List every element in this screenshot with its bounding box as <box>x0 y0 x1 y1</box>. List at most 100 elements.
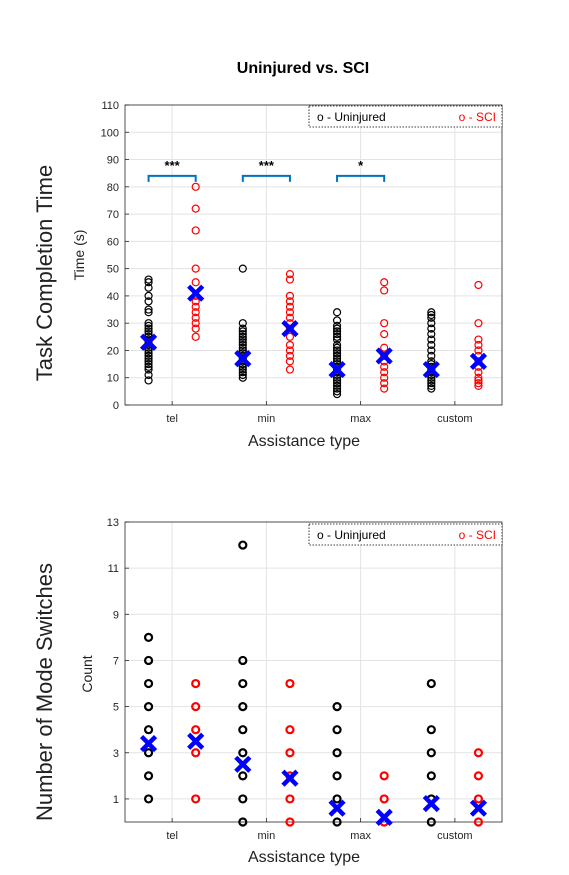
data-point-uninjured <box>332 373 342 382</box>
data-point-sci <box>474 335 483 344</box>
data-point-uninjured <box>426 725 436 735</box>
data-point-uninjured <box>332 332 342 341</box>
y-tick-label: 7 <box>113 655 119 667</box>
data-point-uninjured <box>332 725 342 735</box>
data-point-sci <box>380 329 389 339</box>
data-point-sci <box>474 368 483 377</box>
data-point-uninjured <box>144 365 153 374</box>
y-tick-label: 110 <box>101 100 119 112</box>
data-point-uninjured <box>427 313 436 322</box>
mean-marker-uninjured <box>328 799 346 817</box>
data-point-uninjured <box>238 264 247 273</box>
data-point-uninjured <box>144 308 153 317</box>
data-point-uninjured <box>144 362 153 371</box>
data-point-sci <box>191 226 200 235</box>
data-point-uninjured <box>144 291 153 301</box>
data-point-uninjured <box>332 324 342 333</box>
data-point-uninjured <box>427 329 436 339</box>
y-tick-label: 9 <box>113 609 119 621</box>
data-point-uninjured <box>332 346 342 355</box>
figure-title: Uninjured vs. SCI <box>237 60 369 77</box>
data-point-sci <box>380 373 389 382</box>
mean-marker-sci <box>375 808 393 826</box>
data-point-uninjured <box>238 725 248 735</box>
data-point-uninjured <box>143 771 154 781</box>
data-point-sci <box>191 278 200 287</box>
data-point-sci <box>380 343 389 352</box>
data-point-uninjured <box>238 354 247 363</box>
x-axis-label: Assistance type <box>248 433 360 450</box>
data-point-uninjured <box>332 329 342 339</box>
data-point-sci <box>285 340 295 350</box>
data-point-uninjured <box>332 389 342 399</box>
data-point-uninjured <box>332 384 342 393</box>
data-point-uninjured <box>427 319 436 328</box>
data-point-sci <box>285 308 295 317</box>
axes-box <box>124 521 503 823</box>
data-point-uninjured <box>143 725 154 735</box>
data-point-uninjured <box>332 354 342 363</box>
data-point-uninjured <box>144 338 153 347</box>
y-tick-label: 100 <box>101 127 119 139</box>
chart-panel-number-of-mode-switches: Number of Mode Switches Count Assistance… <box>32 517 503 866</box>
significance-label: *** <box>259 158 275 173</box>
x-tick-label: max <box>350 413 371 425</box>
data-point-uninjured <box>332 327 342 336</box>
data-point-sci <box>285 365 295 374</box>
y-tick-label: 20 <box>107 345 119 357</box>
legend: o - Uninjured o - SCI <box>308 523 503 546</box>
data-point-uninjured <box>238 324 247 333</box>
data-point-uninjured <box>427 365 436 374</box>
y-tick-label: 13 <box>107 517 119 529</box>
significance-bracket <box>241 174 291 182</box>
data-point-sci <box>285 725 295 735</box>
data-point-uninjured <box>238 346 247 355</box>
y-tick-label: 3 <box>113 748 119 760</box>
y-tick-label: 10 <box>107 373 119 385</box>
data-point-uninjured <box>332 316 342 325</box>
mean-marker-sci <box>469 352 488 370</box>
data-point-uninjured <box>143 748 154 758</box>
data-point-uninjured <box>144 275 153 284</box>
data-point-uninjured <box>238 327 247 336</box>
data-point-sci <box>380 319 389 328</box>
data-point-uninjured <box>144 319 153 328</box>
data-point-uninjured <box>238 365 247 374</box>
data-point-uninjured <box>143 632 154 642</box>
data-point-sci <box>473 817 484 827</box>
data-point-sci <box>191 332 200 341</box>
x-tick-label: min <box>258 413 276 425</box>
data-point-uninjured <box>426 771 436 781</box>
mean-marker-sci <box>187 732 205 750</box>
x-tick-label: tel <box>166 830 178 842</box>
data-point-sci <box>473 771 484 781</box>
mean-marker-sci <box>281 320 299 338</box>
legend-entry-uninjured: o - Uninjured <box>317 528 386 542</box>
data-point-sci <box>191 748 201 758</box>
data-point-sci <box>191 319 200 328</box>
data-point-uninjured <box>144 346 153 355</box>
data-point-uninjured <box>143 702 154 712</box>
data-point-uninjured <box>426 678 436 689</box>
x-tick-label: min <box>258 830 276 842</box>
data-point-uninjured <box>144 329 153 339</box>
mean-marker-sci <box>469 799 488 817</box>
legend-entry-sci: o - SCI <box>459 528 496 542</box>
data-point-sci <box>380 362 389 371</box>
data-point-uninjured <box>143 678 154 689</box>
data-point-sci <box>379 794 389 804</box>
data-point-uninjured <box>332 387 342 396</box>
data-point-uninjured <box>144 321 153 331</box>
data-point-uninjured <box>332 702 342 712</box>
data-point-uninjured <box>144 359 153 369</box>
data-point-sci <box>285 302 295 311</box>
y-axis-label: Count <box>79 655 95 692</box>
data-point-uninjured <box>427 384 436 393</box>
data-point-uninjured <box>238 370 247 380</box>
x-tick-label: tel <box>166 413 178 425</box>
mean-marker-uninjured <box>139 734 158 753</box>
data-point-uninjured <box>427 310 436 320</box>
significance-bracket <box>336 174 386 182</box>
data-point-uninjured <box>332 308 342 317</box>
